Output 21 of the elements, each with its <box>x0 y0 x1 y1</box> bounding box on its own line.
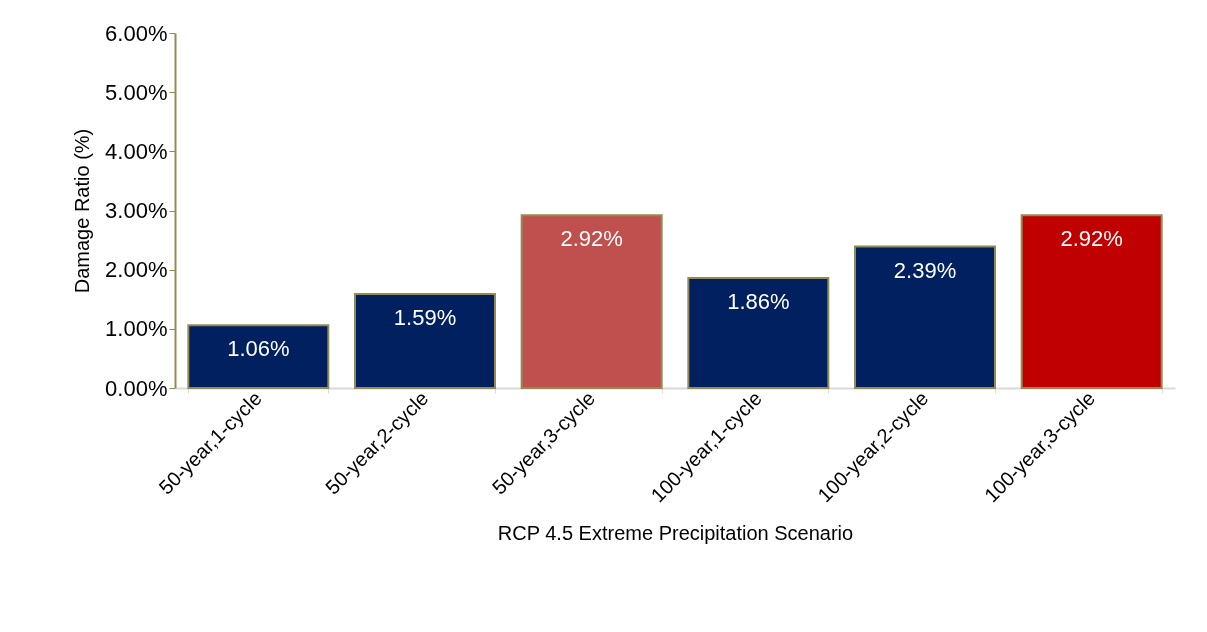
bar <box>687 276 830 389</box>
y-tick-label: 5.00% <box>105 79 168 105</box>
y-tick-label: 6.00% <box>105 20 168 46</box>
data-label: 2.92% <box>560 226 623 252</box>
bar <box>187 324 330 389</box>
y-tick-label: 0.00% <box>105 375 168 401</box>
data-label: 2.92% <box>1060 226 1123 252</box>
data-label: 1.59% <box>393 304 457 330</box>
bar <box>1020 214 1163 389</box>
data-label: 1.06% <box>227 336 290 362</box>
y-tick-label: 1.00% <box>105 316 168 342</box>
bar <box>854 245 996 389</box>
data-label: 1.86% <box>727 288 790 314</box>
data-label: 2.39% <box>893 257 957 283</box>
bar <box>354 292 496 389</box>
y-tick-label: 2.00% <box>105 257 168 283</box>
bar <box>520 214 663 389</box>
y-tick-label: 3.00% <box>105 198 168 223</box>
x-axis-title: RCP 4.5 Extreme Precipitation Scenario <box>497 522 854 545</box>
y-tick-label: 4.00% <box>105 138 168 164</box>
y-axis-title: Damage Ratio (%) <box>71 128 94 294</box>
